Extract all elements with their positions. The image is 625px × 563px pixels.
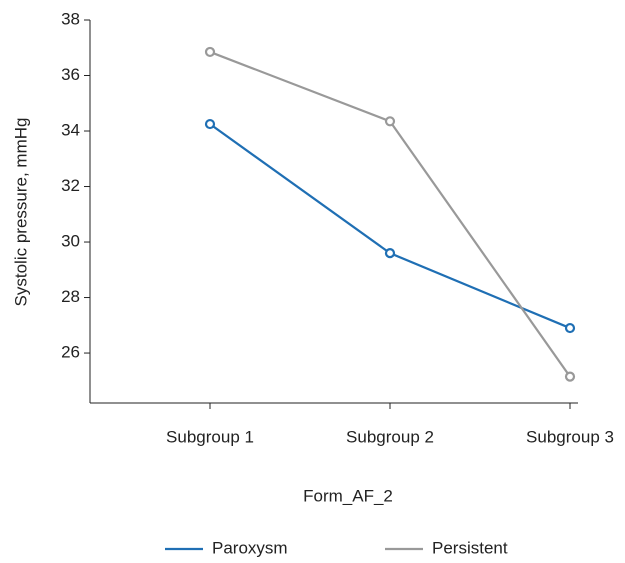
point [204, 46, 216, 58]
x-tick-label: Subgroup 3 [526, 427, 614, 446]
y-tick-label: 36 [61, 65, 80, 84]
y-tick-label: 28 [61, 287, 80, 306]
x-tick-label: Subgroup 2 [346, 427, 434, 446]
series-line [209, 123, 571, 330]
y-tick-label: 34 [61, 120, 80, 139]
legend-label: Paroxysm [212, 538, 288, 557]
y-tick-label: 30 [61, 232, 80, 251]
legend-label: Persistent [432, 538, 508, 557]
y-tick-label: 38 [61, 9, 80, 28]
point [564, 371, 576, 382]
point [564, 322, 576, 334]
y-tick-label: 26 [61, 343, 80, 362]
point [384, 116, 396, 127]
point [204, 118, 216, 130]
point [384, 248, 396, 259]
x-axis-label: Form_AF_2 [303, 486, 393, 505]
x-tick-label: Subgroup 1 [166, 427, 254, 446]
y-tick-label: 32 [61, 176, 80, 195]
series-line [209, 50, 571, 378]
y-axis-label: Systolic pressure, mmHg [11, 118, 30, 307]
